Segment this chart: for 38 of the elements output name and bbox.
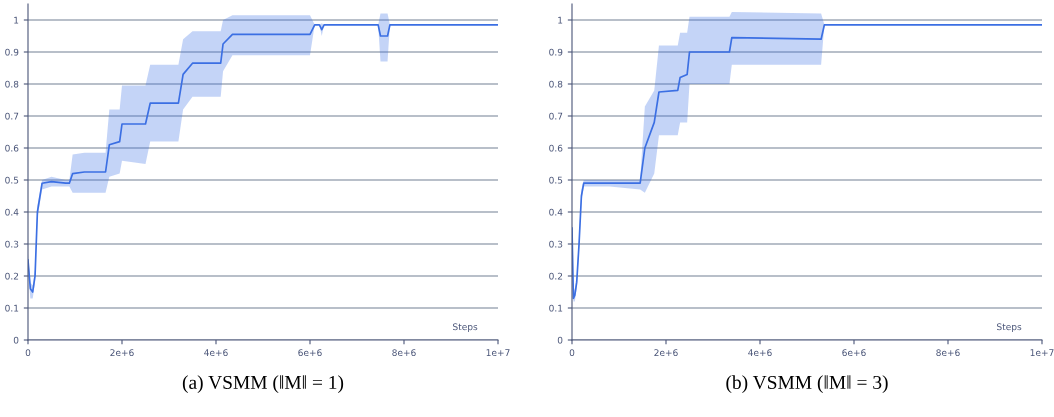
y-tick-label: 0.6: [5, 144, 19, 152]
y-tick-label: 1: [14, 16, 19, 24]
y-tick-label: 1: [558, 16, 563, 24]
x-tick-label: 4e+6: [748, 349, 772, 357]
x-tick-label: 8e+6: [936, 349, 960, 357]
x-tick-label: 4e+6: [204, 349, 228, 357]
y-tick-label: 0.9: [5, 48, 19, 56]
x-axis-title: Steps: [453, 323, 478, 332]
y-tick-label: 0.6: [549, 144, 563, 152]
x-tick-label: 8e+6: [392, 349, 416, 357]
y-tick-label: 0.5: [549, 176, 563, 184]
text: (a) VSMM (‖M‖ = 1): [182, 375, 344, 393]
y-tick-label: 0.7: [549, 112, 563, 120]
text: (b) VSMM (‖M‖ = 3): [726, 375, 888, 393]
x-tick-label: 0: [569, 349, 575, 357]
y-tick-label: 0.4: [549, 208, 563, 216]
y-tick-label: 0: [13, 336, 19, 344]
y-tick-label: 0.5: [5, 176, 19, 184]
y-tick-label: 0.7: [5, 112, 19, 120]
x-tick-label: 6e+6: [298, 349, 322, 357]
x-tick-label: 6e+6: [842, 349, 866, 357]
y-tick-label: 0.3: [549, 240, 563, 248]
y-tick-label: 0.1: [549, 304, 563, 312]
x-tick-label: 1e+7: [486, 349, 510, 357]
y-tick-label: 0: [557, 336, 563, 344]
y-tick-label: 0.8: [5, 80, 19, 88]
y-tick-label: 0.4: [5, 208, 19, 216]
y-tick-label: 0.2: [549, 272, 563, 280]
y-tick-label: 0.9: [549, 48, 563, 56]
x-axis-title: Steps: [997, 323, 1022, 332]
x-tick-label: 0: [25, 349, 31, 357]
x-tick-label: 2e+6: [110, 349, 134, 357]
y-tick-label: 0.1: [5, 304, 19, 312]
y-tick-label: 0.3: [5, 240, 19, 248]
x-tick-label: 1e+7: [1030, 349, 1054, 357]
x-tick-label: 2e+6: [654, 349, 678, 357]
y-tick-label: 0.2: [5, 272, 19, 280]
y-tick-label: 0.8: [549, 80, 563, 88]
